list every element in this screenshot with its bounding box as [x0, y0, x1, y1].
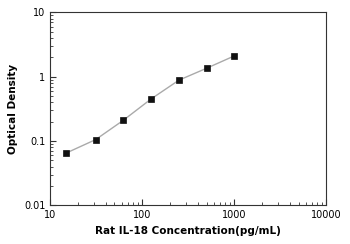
- Y-axis label: Optical Density: Optical Density: [8, 64, 18, 154]
- X-axis label: Rat IL-18 Concentration(pg/mL): Rat IL-18 Concentration(pg/mL): [95, 226, 281, 236]
